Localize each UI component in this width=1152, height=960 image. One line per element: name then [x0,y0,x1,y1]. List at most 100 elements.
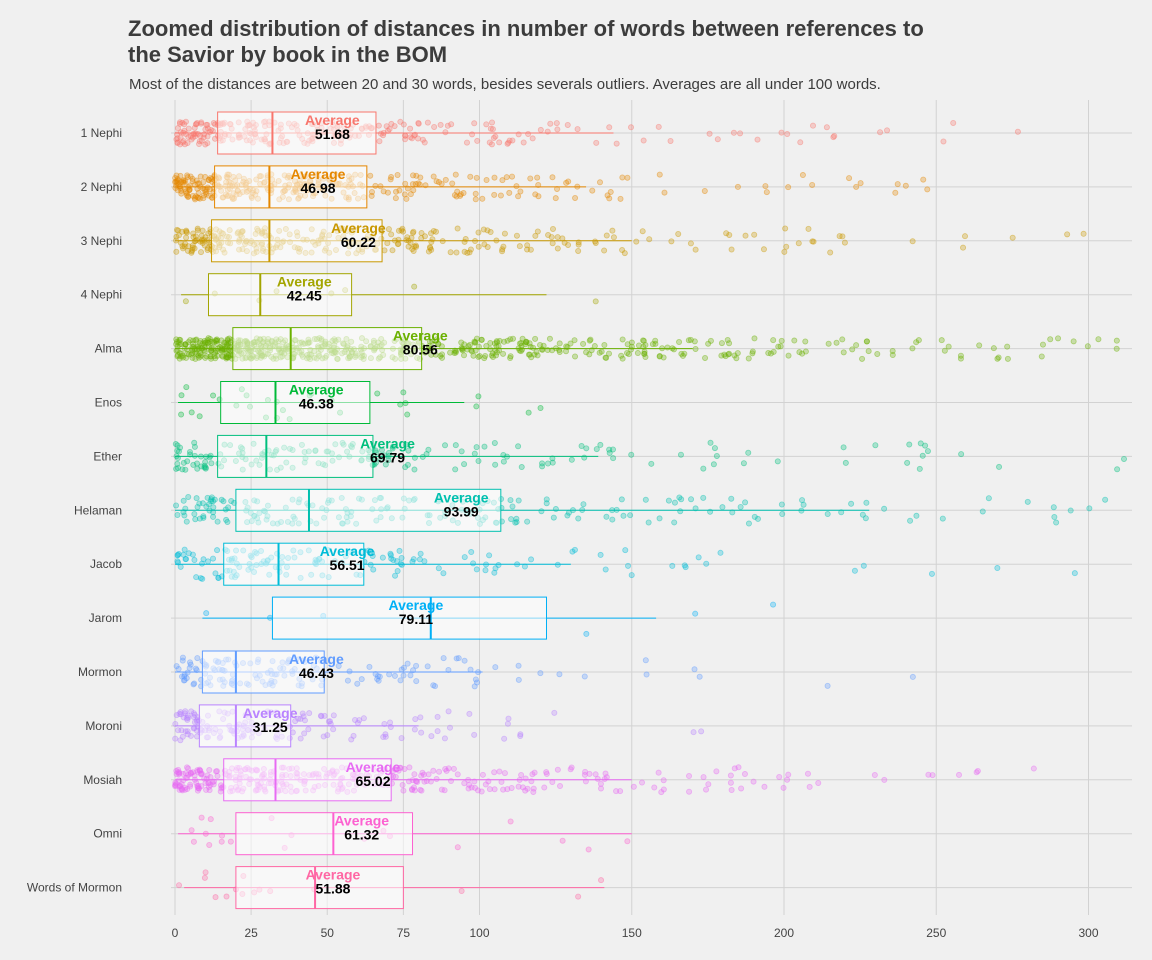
data-point [179,119,186,126]
data-point [196,195,203,202]
data-point [200,556,207,563]
data-point [214,352,221,359]
data-point [430,682,437,689]
data-point [208,494,215,501]
data-point [738,785,745,792]
data-point [917,440,924,447]
data-point [513,232,520,239]
data-point [184,774,191,781]
data-point [205,780,212,787]
data-point [205,192,212,199]
data-point [466,341,473,348]
data-point [177,737,184,744]
data-point [188,351,195,358]
data-point [851,567,858,574]
data-point [190,681,197,688]
data-point [187,173,194,180]
data-point [191,452,198,459]
data-point [669,562,676,569]
data-point [185,765,192,772]
data-point [392,195,399,202]
data-point [418,772,425,779]
data-point [379,554,386,561]
data-point [175,464,182,471]
data-point [189,769,196,776]
data-point [215,574,222,581]
data-point [409,229,416,236]
data-point [713,452,720,459]
average-value: 46.43 [299,665,334,681]
data-point [189,175,196,182]
data-point [698,728,705,735]
data-point [417,550,424,557]
y-tick-label: Mormon [78,665,122,679]
data-point [500,458,507,465]
data-point [471,731,478,738]
data-point [874,350,881,357]
data-point [224,354,231,361]
data-point [685,337,692,344]
data-point [430,173,437,180]
data-point [1080,230,1087,237]
data-point [201,775,208,782]
data-point [191,680,198,687]
data-point [185,714,192,721]
data-point [222,506,229,513]
data-point [451,349,458,356]
data-point [375,673,382,680]
data-point [751,231,758,238]
data-point [201,874,208,881]
data-point [421,139,428,146]
data-point [207,816,214,823]
data-point [940,138,947,145]
data-point [174,447,181,454]
data-point [572,353,579,360]
data-point [172,782,179,789]
data-point [556,340,563,347]
data-point [407,191,414,198]
data-point [412,716,419,723]
data-point [516,347,523,354]
data-point [979,508,986,515]
data-point [196,141,203,148]
data-point [387,176,394,183]
data-point [188,708,195,715]
data-point [500,350,507,357]
data-point [592,298,599,305]
data-point [658,789,665,796]
data-point [727,772,734,779]
data-point [533,348,540,355]
data-point [474,137,481,144]
data-point [223,341,230,348]
data-point [223,893,230,900]
data-point [202,141,209,148]
data-point [176,710,183,717]
data-point [388,555,395,562]
data-point [475,229,482,236]
data-point [578,443,585,450]
data-point [625,562,632,569]
data-point [907,517,914,524]
data-point [187,781,194,788]
data-point [440,570,447,577]
data-point [938,337,945,344]
data-point [624,838,631,845]
data-point [547,120,554,127]
data-point [496,139,503,146]
data-point [702,354,709,361]
data-point [190,838,197,845]
data-point [181,673,188,680]
x-tick-label: 200 [774,926,794,940]
data-point [413,777,420,784]
data-point [679,352,686,359]
data-point [185,493,192,500]
data-point [486,552,493,559]
data-point [681,562,688,569]
data-point [191,511,198,518]
data-point [442,765,449,772]
data-point [448,121,455,128]
data-point [197,350,204,357]
data-point [515,662,522,669]
data-point [210,498,217,505]
data-point [330,726,337,733]
